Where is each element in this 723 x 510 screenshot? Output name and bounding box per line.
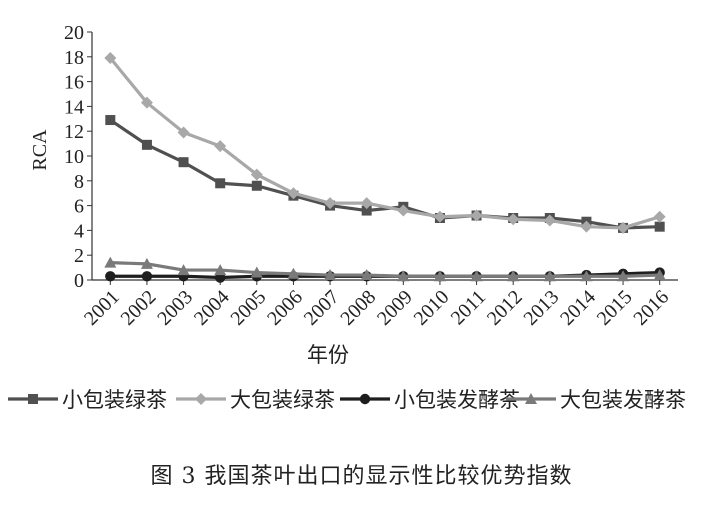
x-tick-label: 2014 bbox=[556, 286, 600, 330]
series-group bbox=[104, 52, 666, 283]
data-point bbox=[140, 257, 153, 269]
data-point bbox=[177, 264, 190, 276]
legend-marker bbox=[28, 394, 38, 404]
x-tick-label: 2008 bbox=[336, 286, 380, 330]
data-point bbox=[433, 210, 446, 223]
y-tick-label: 2 bbox=[74, 245, 84, 267]
data-point bbox=[214, 264, 227, 276]
series-line bbox=[110, 261, 660, 278]
x-tick-label: 2004 bbox=[190, 286, 234, 330]
data-point bbox=[361, 205, 372, 216]
data-point bbox=[140, 96, 153, 109]
data-point bbox=[104, 256, 117, 268]
x-axis-label: 年份 bbox=[307, 343, 349, 367]
x-tick-label: 2005 bbox=[227, 286, 271, 330]
data-point bbox=[141, 271, 153, 282]
legend-marker bbox=[195, 393, 207, 405]
x-tick-label: 2009 bbox=[373, 286, 417, 330]
data-point bbox=[433, 270, 446, 282]
data-point bbox=[214, 140, 227, 153]
data-point bbox=[250, 266, 263, 278]
data-point bbox=[543, 270, 556, 282]
data-point bbox=[360, 269, 373, 281]
data-point bbox=[324, 269, 337, 281]
y-tick-label: 14 bbox=[64, 96, 84, 118]
data-point bbox=[324, 197, 337, 210]
x-tick-label: 2016 bbox=[629, 286, 673, 330]
x-tick-label: 2012 bbox=[483, 286, 527, 330]
y-tick-label: 16 bbox=[64, 72, 84, 94]
legend-item: 小包装绿茶 bbox=[8, 388, 167, 412]
data-point bbox=[397, 270, 410, 282]
legend-item: 大包装发酵茶 bbox=[506, 388, 686, 412]
y-tick-label: 18 bbox=[64, 47, 84, 69]
axes bbox=[87, 31, 678, 285]
legend-marker bbox=[525, 393, 537, 404]
x-tick-label: 2007 bbox=[300, 286, 344, 330]
y-tick-label: 4 bbox=[74, 220, 84, 242]
data-point bbox=[177, 126, 190, 139]
x-tick-label: 2002 bbox=[117, 286, 161, 330]
legend-item: 小包装发酵茶 bbox=[340, 388, 520, 412]
data-point bbox=[250, 168, 263, 181]
x-tick-labels: 2001200220032004200520062007200820092010… bbox=[80, 286, 673, 330]
data-point bbox=[397, 204, 410, 217]
legend: 小包装绿茶 大包装绿茶 小包装发酵茶 大包装发酵茶 bbox=[8, 388, 686, 412]
data-point bbox=[215, 178, 226, 189]
figure-caption: 图 3 我国茶叶出口的显示性比较优势指数 bbox=[150, 464, 573, 489]
x-tick-label: 2011 bbox=[447, 286, 490, 329]
x-tick-label: 2013 bbox=[520, 286, 564, 330]
legend-label: 大包装发酵茶 bbox=[560, 388, 686, 412]
y-tick-label: 20 bbox=[64, 22, 84, 44]
x-tick-label: 2015 bbox=[593, 286, 637, 330]
data-point bbox=[141, 139, 152, 150]
y-tick-label: 10 bbox=[64, 146, 84, 168]
data-point bbox=[360, 197, 373, 210]
legend-marker bbox=[359, 393, 371, 405]
y-tick-label: 0 bbox=[74, 270, 84, 292]
data-point bbox=[543, 214, 556, 227]
x-tick-label: 2001 bbox=[80, 286, 124, 330]
y-axis-label: RCA bbox=[29, 129, 51, 171]
data-point bbox=[507, 270, 520, 282]
y-tick-label: 8 bbox=[74, 171, 84, 193]
data-point bbox=[580, 220, 593, 233]
data-point bbox=[653, 210, 666, 223]
legend-label: 小包装发酵茶 bbox=[394, 388, 520, 412]
data-point bbox=[507, 213, 520, 226]
data-point bbox=[580, 270, 593, 282]
series-4 bbox=[104, 256, 666, 282]
data-point bbox=[617, 270, 630, 282]
legend-label: 小包装绿茶 bbox=[62, 388, 167, 412]
data-point bbox=[104, 52, 117, 65]
series-2 bbox=[104, 52, 666, 234]
data-point bbox=[178, 157, 189, 168]
legend-item: 大包装绿茶 bbox=[176, 388, 335, 412]
y-tick-label: 12 bbox=[64, 121, 84, 143]
data-point bbox=[654, 221, 665, 232]
data-point bbox=[617, 221, 630, 234]
y-tick-label: 6 bbox=[74, 196, 84, 218]
series-line bbox=[109, 57, 661, 230]
data-point bbox=[105, 271, 116, 282]
x-tick-label: 2010 bbox=[410, 286, 454, 330]
data-point bbox=[287, 267, 300, 279]
legend-label: 大包装绿茶 bbox=[230, 388, 335, 412]
data-point bbox=[470, 209, 483, 222]
data-point bbox=[653, 269, 666, 281]
data-point bbox=[105, 115, 116, 126]
data-point bbox=[470, 270, 483, 282]
x-tick-label: 2006 bbox=[263, 286, 307, 330]
series-line bbox=[109, 118, 660, 230]
data-point bbox=[287, 187, 300, 200]
data-point bbox=[251, 180, 262, 191]
x-tick-label: 2003 bbox=[153, 286, 197, 330]
